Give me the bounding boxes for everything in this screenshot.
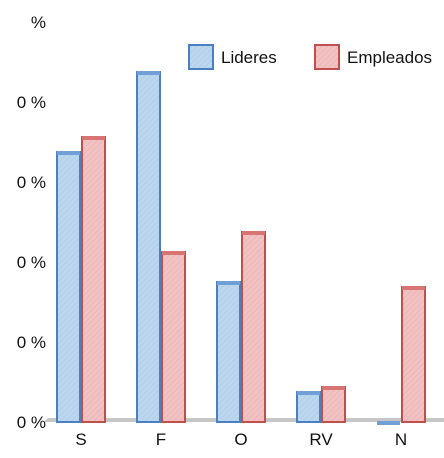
legend-label: Lideres [221, 48, 277, 67]
bar-top [402, 286, 425, 290]
bar-top [137, 71, 160, 75]
y-tick-label: 0 % [17, 253, 46, 272]
x-tick-label: RV [309, 430, 333, 449]
legend-swatch [188, 44, 214, 70]
bar-lideres-rv [296, 391, 321, 423]
y-tick-label: % [31, 13, 46, 32]
bar-top [82, 136, 105, 140]
bar-empleados-n [401, 286, 426, 423]
bar-lideres-n [377, 421, 400, 425]
y-tick-label: 0 % [17, 93, 46, 112]
bar-top [377, 421, 400, 425]
legend-swatch [314, 44, 340, 70]
bar-top [162, 251, 185, 255]
x-tick-label: F [156, 430, 166, 449]
bar-body [296, 391, 321, 423]
bar-top [242, 231, 265, 235]
bar-body [161, 251, 186, 423]
bar-empleados-rv [321, 386, 346, 423]
bar-body [241, 231, 266, 423]
bar-top [57, 151, 80, 155]
x-axis-tick-labels: S F O RV N [75, 430, 407, 449]
bar-body [81, 136, 106, 423]
bar-empleados-o [241, 231, 266, 423]
bar-body [216, 281, 241, 423]
x-tick-label: S [75, 430, 86, 449]
y-tick-label: 0 % [17, 413, 46, 432]
bar-body [321, 386, 346, 423]
bar-empleados-s [81, 136, 106, 423]
x-tick-label: N [395, 430, 407, 449]
bar-lideres-o [216, 281, 241, 423]
bar-lideres-s [56, 151, 81, 423]
legend-item-lideres: Lideres [188, 44, 277, 70]
bar-top [322, 386, 345, 390]
y-tick-label: 0 % [17, 173, 46, 192]
bars [56, 71, 426, 425]
bar-empleados-f [161, 251, 186, 423]
x-tick-label: O [234, 430, 247, 449]
legend-label: Empleados [347, 48, 432, 67]
y-axis-tick-labels: 0 % 0 % 0 % 0 % 0 %% [17, 13, 46, 432]
y-tick-label: 0 % [17, 333, 46, 352]
legend-item-empleados: Empleados [314, 44, 432, 70]
bar-body [56, 151, 81, 423]
bar-body [136, 71, 161, 423]
bar-top [217, 281, 240, 285]
legend: Lideres Empleados [188, 44, 432, 70]
bar-body [401, 286, 426, 423]
bar-lideres-f [136, 71, 161, 423]
bar-top [297, 391, 320, 395]
